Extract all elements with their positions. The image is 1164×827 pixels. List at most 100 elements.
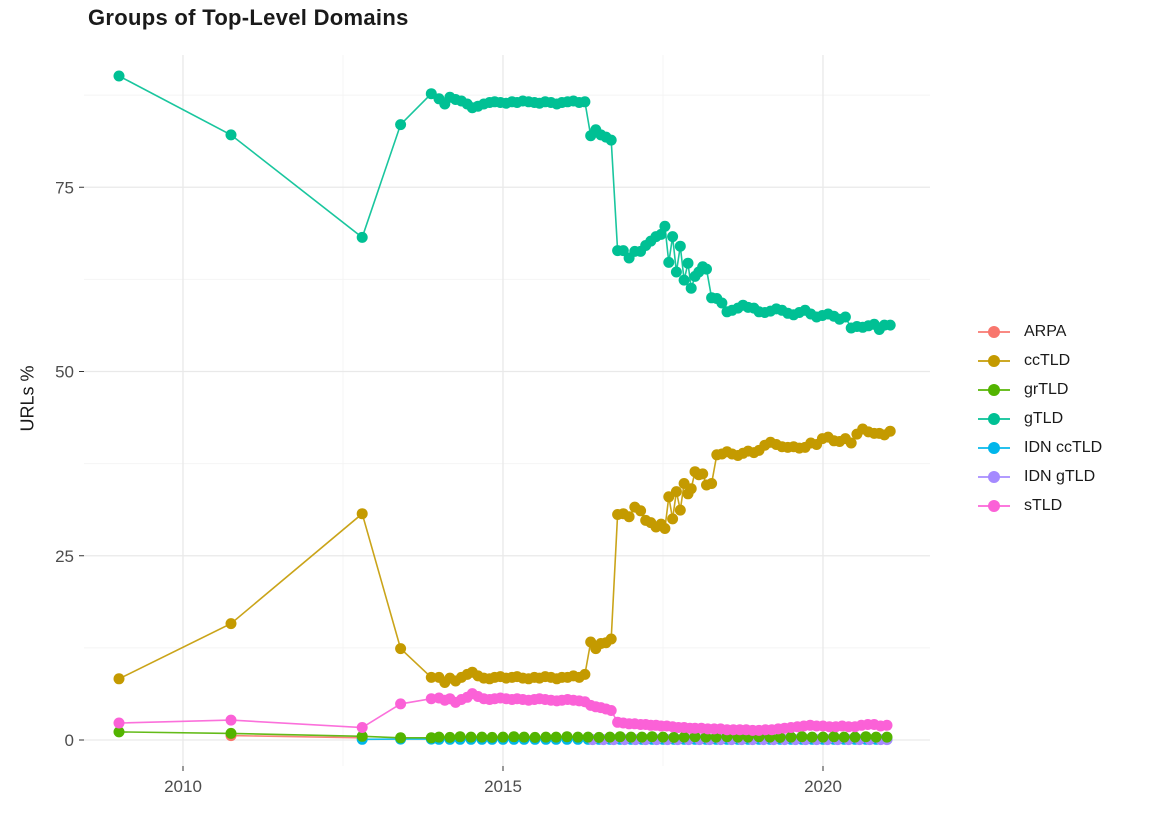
- data-point: [682, 257, 694, 269]
- data-point: [550, 731, 562, 743]
- data-point: [425, 671, 437, 683]
- data-point: [796, 731, 808, 743]
- data-point: [518, 731, 530, 743]
- y-tick-label: 25: [55, 547, 74, 566]
- data-point: [884, 425, 896, 437]
- data-point: [700, 731, 712, 743]
- x-tick-label: 2010: [164, 777, 202, 796]
- data-point: [674, 240, 686, 252]
- data-point: [356, 508, 368, 520]
- data-point: [225, 727, 237, 739]
- legend-key-icon: [978, 322, 1010, 342]
- legend-label: ARPA: [1024, 323, 1067, 340]
- data-point: [579, 96, 591, 108]
- data-point: [774, 731, 786, 743]
- data-point: [395, 698, 407, 710]
- data-point: [582, 731, 594, 743]
- legend-label: ccTLD: [1024, 352, 1071, 369]
- data-point: [476, 731, 488, 743]
- data-point: [667, 513, 679, 525]
- data-point: [604, 731, 616, 743]
- legend-label: IDN ccTLD: [1024, 439, 1103, 456]
- legend: ARPA ccTLD grTLD gTLD IDN ccTLD IDN gTLD sTLD: [978, 322, 1102, 516]
- data-point: [663, 256, 675, 268]
- legend-key-dot: [988, 384, 1000, 396]
- data-point: [657, 731, 669, 743]
- data-point: [113, 70, 125, 82]
- legend-item-cctld: ccTLD: [978, 351, 1102, 371]
- data-point: [670, 266, 682, 278]
- data-point: [838, 731, 850, 743]
- series-sTLD: [113, 688, 893, 736]
- data-point: [454, 731, 466, 743]
- data-point: [685, 282, 697, 294]
- data-point: [356, 722, 368, 733]
- legend-key-icon: [978, 467, 1010, 487]
- data-point: [849, 731, 861, 743]
- legend-item-idn-gtld: IDN gTLD: [978, 467, 1102, 487]
- x-tick-label: 2015: [484, 777, 522, 796]
- data-point: [636, 731, 648, 743]
- data-point: [433, 731, 445, 743]
- data-point: [860, 731, 872, 743]
- data-point: [572, 731, 584, 743]
- data-point: [870, 731, 882, 743]
- data-point: [356, 231, 368, 243]
- data-point: [881, 731, 893, 743]
- data-point: [529, 731, 541, 743]
- legend-key-dot: [988, 471, 1000, 483]
- series-line: [230, 734, 363, 739]
- data-point: [884, 319, 896, 331]
- legend-key-dot: [988, 355, 1000, 367]
- data-point: [710, 731, 722, 743]
- legend-label: gTLD: [1024, 410, 1064, 427]
- data-point: [617, 245, 629, 257]
- data-point: [659, 220, 671, 232]
- data-point: [508, 731, 520, 743]
- data-point: [839, 311, 851, 323]
- legend-item-gtld: gTLD: [978, 409, 1102, 429]
- legend-key-dot: [988, 442, 1000, 454]
- data-point: [605, 134, 617, 146]
- legend-key-icon: [978, 409, 1010, 429]
- data-point: [593, 731, 605, 743]
- data-point: [685, 483, 697, 495]
- data-point: [806, 731, 818, 743]
- legend-key-icon: [978, 438, 1010, 458]
- legend-item-idn-cctld: IDN ccTLD: [978, 438, 1102, 458]
- data-point: [701, 263, 712, 275]
- legend-label: grTLD: [1024, 381, 1069, 398]
- legend-key-icon: [978, 496, 1010, 516]
- data-point: [706, 478, 718, 489]
- data-point: [225, 714, 237, 726]
- data-point: [785, 731, 797, 743]
- data-point: [486, 731, 498, 743]
- data-point: [623, 511, 635, 523]
- legend-label: IDN gTLD: [1024, 468, 1096, 485]
- data-point: [540, 731, 552, 743]
- data-point: [697, 468, 709, 480]
- data-point: [817, 731, 829, 743]
- data-point: [646, 731, 658, 743]
- data-point: [225, 129, 237, 141]
- data-point: [667, 231, 679, 243]
- data-point: [678, 274, 690, 286]
- series-line: [118, 75, 891, 331]
- data-point: [561, 731, 573, 743]
- data-point: [497, 731, 509, 743]
- legend-key-dot: [988, 500, 1000, 512]
- data-point: [444, 731, 456, 743]
- data-point: [395, 732, 407, 744]
- data-point: [395, 119, 407, 131]
- data-point: [113, 673, 125, 685]
- legend-label: sTLD: [1024, 497, 1063, 514]
- legend-key-icon: [978, 380, 1010, 400]
- data-point: [605, 705, 617, 716]
- data-point: [828, 731, 840, 743]
- data-point: [674, 504, 686, 516]
- data-point: [689, 731, 701, 743]
- x-tick-label: 2020: [804, 777, 842, 796]
- data-point: [670, 486, 682, 498]
- data-point: [579, 668, 591, 680]
